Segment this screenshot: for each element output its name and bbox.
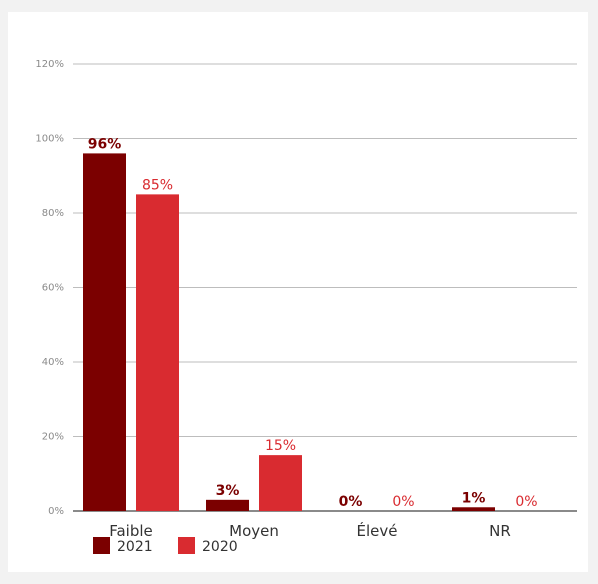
chart-panel: 0% 20% 40% 60% 80% 100% 120% 96% 85% 3% 15% 0% 0% 1%… — [8, 12, 588, 572]
data-label: 0% — [515, 494, 537, 510]
legend-label: 2020 — [202, 539, 238, 555]
data-label: 0% — [339, 494, 363, 510]
y-tick-label: 0% — [48, 506, 64, 517]
x-tick-label: NR — [489, 522, 511, 540]
legend-swatch — [93, 537, 110, 554]
y-tick-label: 120% — [35, 59, 64, 70]
legend-label: 2021 — [117, 539, 153, 555]
y-tick-label: 100% — [35, 134, 64, 145]
data-label: 1% — [462, 490, 486, 506]
y-axis-tick-labels: 0% 20% 40% 60% 80% 100% 120% — [35, 59, 64, 517]
legend: 2021 2020 — [93, 537, 238, 555]
data-label: 15% — [265, 438, 296, 454]
bar-2021-Moyen — [206, 499, 249, 511]
data-label: 96% — [88, 136, 122, 152]
x-tick-label: Moyen — [229, 522, 279, 540]
data-label: 3% — [216, 483, 240, 499]
bar-2020-Moyen — [259, 455, 302, 511]
y-tick-label: 60% — [42, 283, 64, 294]
y-tick-label: 80% — [42, 208, 64, 219]
bar-chart: 0% 20% 40% 60% 80% 100% 120% 96% 85% 3% 15% 0% 0% 1%… — [35, 59, 577, 555]
x-tick-label: Élevé — [357, 521, 398, 540]
x-tick-label: Faible — [109, 522, 153, 540]
data-label: 0% — [392, 494, 414, 510]
x-axis-tick-labels: Faible Moyen Élevé NR — [109, 521, 511, 540]
bars — [83, 153, 495, 511]
legend-swatch — [178, 537, 195, 554]
bar-2020-Faible — [136, 194, 179, 511]
y-tick-label: 20% — [42, 432, 64, 443]
data-labels: 96% 85% 3% 15% 0% 0% 1% 0% — [88, 136, 538, 510]
bar-2021-Faible — [83, 153, 126, 511]
data-label: 85% — [142, 177, 173, 193]
y-tick-label: 40% — [42, 357, 64, 368]
bar-2021-NR — [452, 507, 495, 511]
